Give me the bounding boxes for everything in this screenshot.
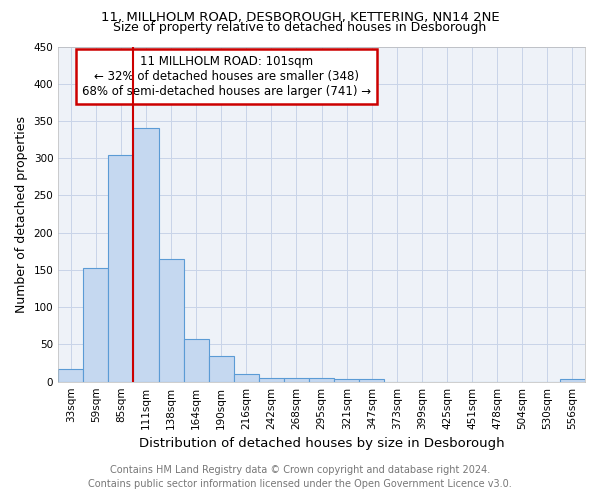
Bar	[309, 378, 334, 382]
Text: Size of property relative to detached houses in Desborough: Size of property relative to detached ho…	[113, 22, 487, 35]
Bar	[234, 374, 259, 382]
Bar	[58, 369, 83, 382]
Text: Contains HM Land Registry data © Crown copyright and database right 2024.
Contai: Contains HM Land Registry data © Crown c…	[88, 465, 512, 489]
Text: 11 MILLHOLM ROAD: 101sqm
← 32% of detached houses are smaller (348)
68% of semi-: 11 MILLHOLM ROAD: 101sqm ← 32% of detach…	[82, 55, 371, 98]
Bar	[359, 380, 385, 382]
Bar	[560, 380, 585, 382]
Bar	[133, 128, 158, 382]
Bar	[184, 339, 209, 382]
Bar	[109, 154, 133, 382]
Bar	[158, 259, 184, 382]
Bar	[83, 268, 109, 382]
X-axis label: Distribution of detached houses by size in Desborough: Distribution of detached houses by size …	[139, 437, 505, 450]
Text: 11, MILLHOLM ROAD, DESBOROUGH, KETTERING, NN14 2NE: 11, MILLHOLM ROAD, DESBOROUGH, KETTERING…	[101, 11, 499, 24]
Bar	[259, 378, 284, 382]
Bar	[284, 378, 309, 382]
Bar	[209, 356, 234, 382]
Bar	[334, 380, 359, 382]
Y-axis label: Number of detached properties: Number of detached properties	[15, 116, 28, 312]
